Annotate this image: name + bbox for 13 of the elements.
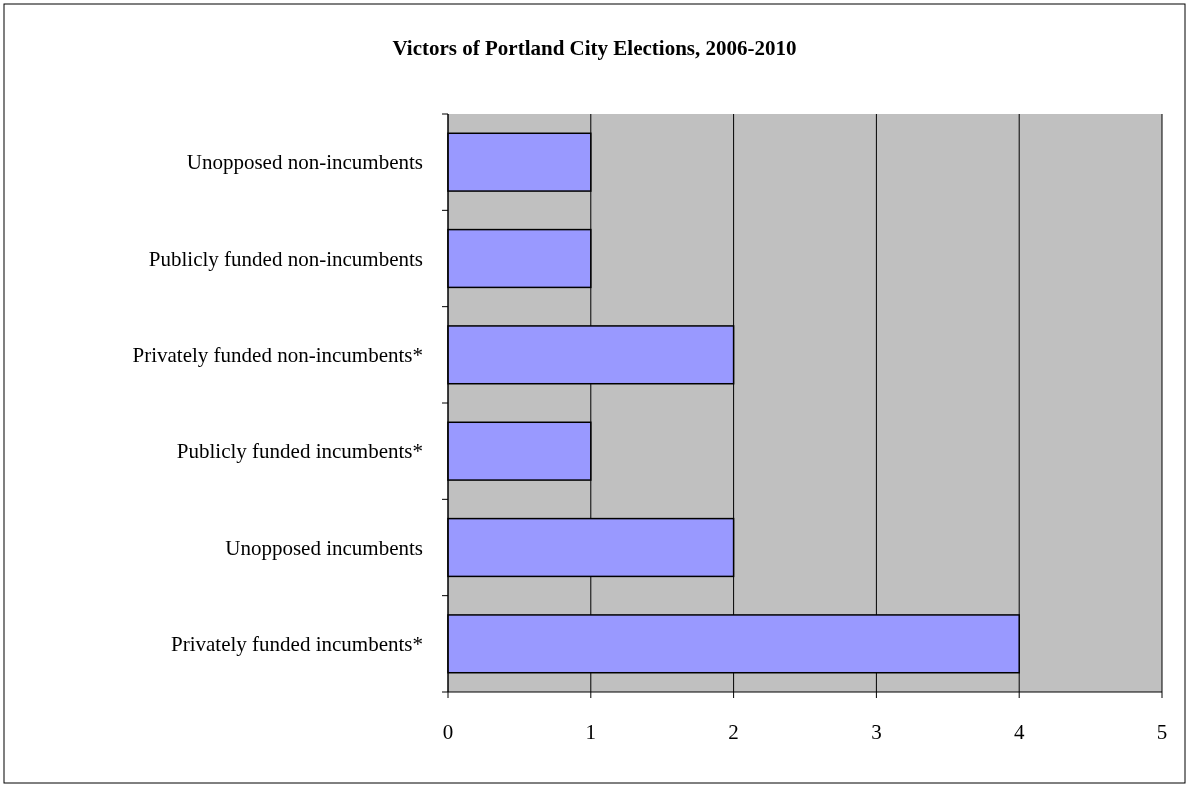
y-tick-label: Publicly funded non-incumbents: [148, 246, 423, 271]
chart-title: Victors of Portland City Elections, 2006-2010: [392, 36, 797, 60]
y-tick-label: Privately funded non-incumbents*: [132, 342, 423, 367]
y-tick-label: Privately funded incumbents*: [171, 631, 423, 656]
y-tick-label: Unopposed non-incumbents: [186, 150, 423, 175]
x-tick-label: 3: [871, 720, 882, 744]
y-tick-label: Publicly funded incumbents*: [176, 439, 423, 464]
y-tick-label: Unopposed incumbents: [225, 535, 423, 560]
x-tick-label: 5: [1156, 720, 1168, 744]
x-tick-label: 0: [442, 720, 454, 744]
x-tick-label: 2: [728, 720, 739, 744]
x-tick-label: 4: [1013, 720, 1025, 744]
x-tick-label: 1: [585, 720, 597, 744]
